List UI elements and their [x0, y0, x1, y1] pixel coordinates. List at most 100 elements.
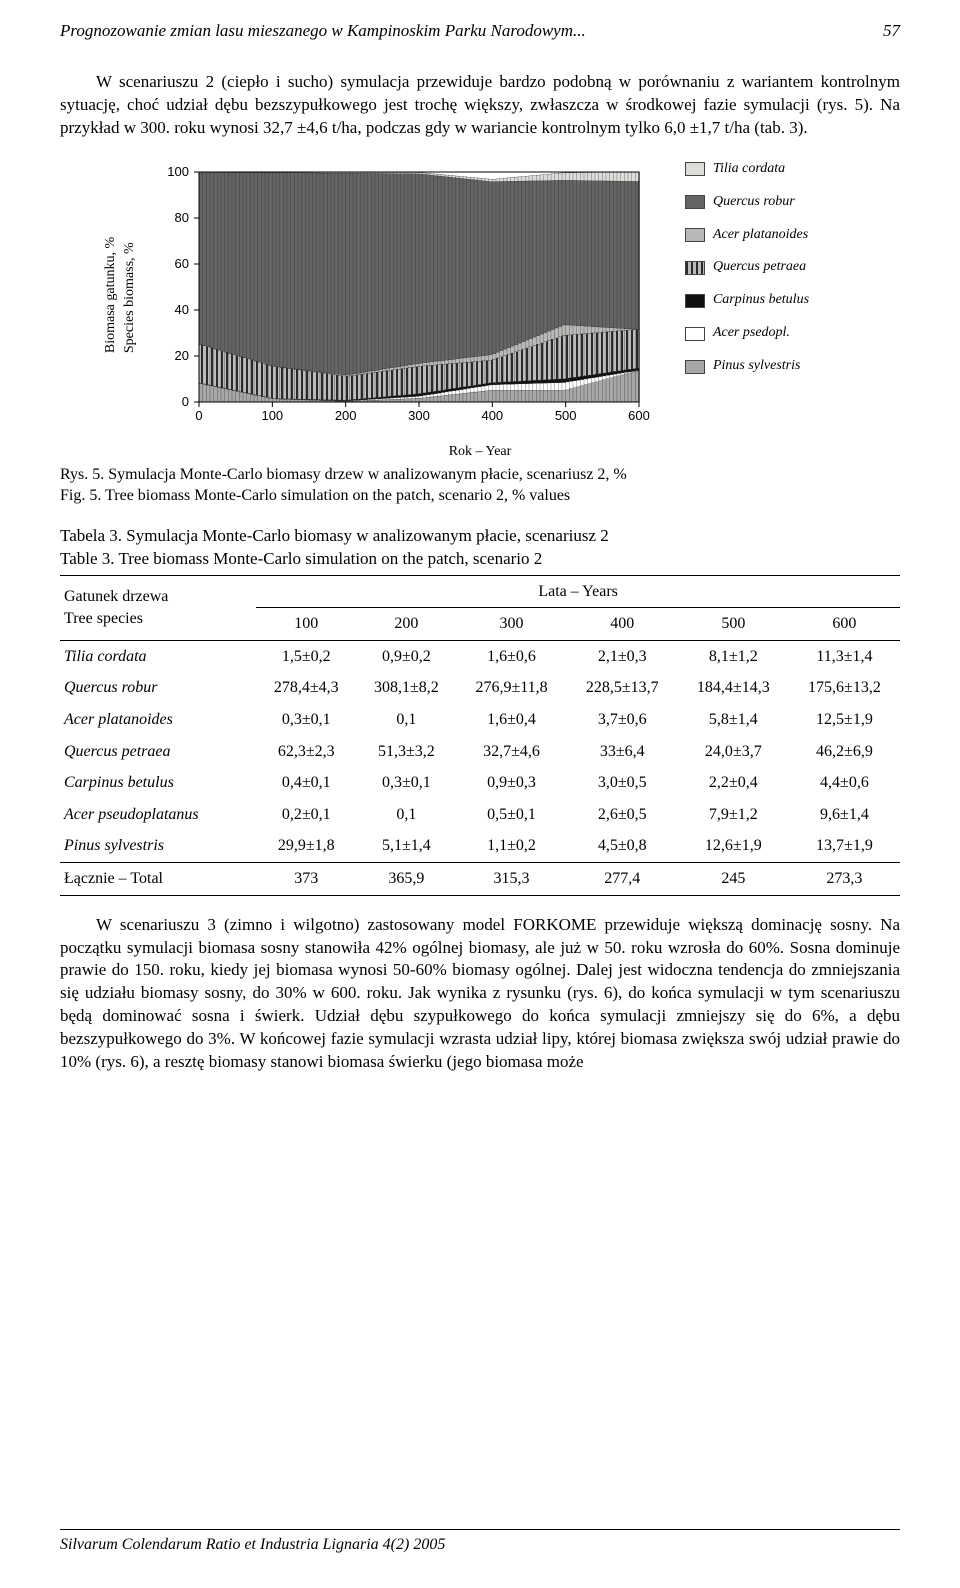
- table-row: Pinus sylvestris29,9±1,85,1±1,41,1±0,24,…: [60, 830, 900, 862]
- species-cell: Łącznie – Total: [60, 862, 256, 895]
- value-cell: 32,7±4,6: [456, 736, 566, 768]
- value-cell: 5,1±1,4: [356, 830, 456, 862]
- year-col: 400: [567, 608, 678, 641]
- value-cell: 7,9±1,2: [678, 799, 789, 831]
- table-row: Łącznie – Total373365,9315,3277,4245273,…: [60, 862, 900, 895]
- table-row: Carpinus betulus0,4±0,10,3±0,10,9±0,33,0…: [60, 767, 900, 799]
- table-row: Quercus robur278,4±4,3308,1±8,2276,9±11,…: [60, 672, 900, 704]
- table-body: Tilia cordata1,5±0,20,9±0,21,6±0,62,1±0,…: [60, 640, 900, 895]
- value-cell: 2,1±0,3: [567, 640, 678, 672]
- value-cell: 1,1±0,2: [456, 830, 566, 862]
- value-cell: 1,6±0,4: [456, 704, 566, 736]
- value-cell: 12,6±1,9: [678, 830, 789, 862]
- value-cell: 4,5±0,8: [567, 830, 678, 862]
- svg-text:0: 0: [182, 394, 189, 409]
- species-cell: Pinus sylvestris: [60, 830, 256, 862]
- value-cell: 9,6±1,4: [789, 799, 900, 831]
- value-cell: 2,2±0,4: [678, 767, 789, 799]
- svg-text:400: 400: [481, 408, 503, 423]
- table-3: Gatunek drzewa Tree species Lata – Years…: [60, 575, 900, 896]
- value-cell: 2,6±0,5: [567, 799, 678, 831]
- svg-text:300: 300: [408, 408, 430, 423]
- species-cell: Carpinus betulus: [60, 767, 256, 799]
- value-cell: 4,4±0,6: [789, 767, 900, 799]
- value-cell: 0,1: [356, 799, 456, 831]
- year-col: 500: [678, 608, 789, 641]
- value-cell: 12,5±1,9: [789, 704, 900, 736]
- svg-text:100: 100: [261, 408, 283, 423]
- footer: Silvarum Colendarum Ratio et Industria L…: [60, 1529, 900, 1556]
- value-cell: 0,5±0,1: [456, 799, 566, 831]
- value-cell: 3,7±0,6: [567, 704, 678, 736]
- value-cell: 5,8±1,4: [678, 704, 789, 736]
- chart-plot: Biomasa gatunku, %Species biomass, % 020…: [151, 152, 661, 439]
- svg-text:60: 60: [174, 256, 188, 271]
- value-cell: 8,1±1,2: [678, 640, 789, 672]
- value-cell: 0,9±0,3: [456, 767, 566, 799]
- value-cell: 315,3: [456, 862, 566, 895]
- value-cell: 33±6,4: [567, 736, 678, 768]
- table-row: Acer pseudoplatanus0,2±0,10,10,5±0,12,6±…: [60, 799, 900, 831]
- x-axis-label: Rok – Year: [60, 443, 900, 462]
- value-cell: 273,3: [789, 862, 900, 895]
- value-cell: 3,0±0,5: [567, 767, 678, 799]
- value-cell: 245: [678, 862, 789, 895]
- value-cell: 0,3±0,1: [256, 704, 356, 736]
- header-title: Prognozowanie zmian lasu mieszanego w Ka…: [60, 20, 586, 43]
- value-cell: 308,1±8,2: [356, 672, 456, 704]
- col-species: Gatunek drzewa Tree species: [60, 575, 256, 640]
- value-cell: 175,6±13,2: [789, 672, 900, 704]
- value-cell: 46,2±6,9: [789, 736, 900, 768]
- species-cell: Quercus robur: [60, 672, 256, 704]
- value-cell: 0,3±0,1: [356, 767, 456, 799]
- value-cell: 13,7±1,9: [789, 830, 900, 862]
- value-cell: 0,2±0,1: [256, 799, 356, 831]
- species-cell: Tilia cordata: [60, 640, 256, 672]
- value-cell: 373: [256, 862, 356, 895]
- value-cell: 278,4±4,3: [256, 672, 356, 704]
- svg-text:100: 100: [167, 164, 189, 179]
- value-cell: 0,9±0,2: [356, 640, 456, 672]
- value-cell: 184,4±14,3: [678, 672, 789, 704]
- value-cell: 365,9: [356, 862, 456, 895]
- table-header-row1: Gatunek drzewa Tree species Lata – Years: [60, 575, 900, 608]
- legend-item: Quercus robur: [685, 193, 809, 212]
- svg-text:80: 80: [174, 210, 188, 225]
- table-caption-en: Table 3. Tree biomass Monte-Carlo simula…: [60, 548, 900, 571]
- value-cell: 1,5±0,2: [256, 640, 356, 672]
- footer-text: Silvarum Colendarum Ratio et Industria L…: [60, 1536, 445, 1553]
- svg-text:600: 600: [628, 408, 650, 423]
- year-col: 200: [356, 608, 456, 641]
- species-cell: Quercus petraea: [60, 736, 256, 768]
- year-col: 300: [456, 608, 566, 641]
- svg-text:500: 500: [555, 408, 577, 423]
- value-cell: 62,3±2,3: [256, 736, 356, 768]
- page-number: 57: [883, 20, 900, 43]
- value-cell: 0,1: [356, 704, 456, 736]
- paragraph-1: W scenariuszu 2 (ciepło i sucho) symulac…: [60, 71, 900, 140]
- svg-text:20: 20: [174, 348, 188, 363]
- figure-5: Biomasa gatunku, %Species biomass, % 0 20…: [60, 152, 900, 439]
- value-cell: 1,6±0,6: [456, 640, 566, 672]
- legend-item: Carpinus betulus: [685, 291, 809, 310]
- chart-svg: 0204060801000100200300400500600: [151, 152, 661, 432]
- species-cell: Acer platanoides: [60, 704, 256, 736]
- value-cell: 29,9±1,8: [256, 830, 356, 862]
- year-col: 600: [789, 608, 900, 641]
- caption-pl: Rys. 5. Symulacja Monte-Carlo biomasy dr…: [60, 464, 900, 486]
- figure-caption: Rok – Year Rys. 5. Symulacja Monte-Carlo…: [60, 443, 900, 507]
- value-cell: 228,5±13,7: [567, 672, 678, 704]
- legend-item: Acer psedopl.: [685, 324, 809, 343]
- legend-item: Tilia cordata: [685, 160, 809, 179]
- value-cell: 277,4: [567, 862, 678, 895]
- caption-en: Fig. 5. Tree biomass Monte-Carlo simulat…: [60, 485, 900, 507]
- legend-item: Pinus sylvestris: [685, 357, 809, 376]
- legend-item: Acer platanoides: [685, 226, 809, 245]
- y-axis-label: Biomasa gatunku, %Species biomass, %: [102, 237, 140, 353]
- table-row: Tilia cordata1,5±0,20,9±0,21,6±0,62,1±0,…: [60, 640, 900, 672]
- col-years: Lata – Years: [256, 575, 900, 608]
- svg-text:200: 200: [335, 408, 357, 423]
- svg-text:0: 0: [195, 408, 202, 423]
- chart-legend: Tilia cordata Quercus robur Acer platanoid…: [685, 152, 809, 376]
- legend-item: Quercus petraea: [685, 258, 809, 277]
